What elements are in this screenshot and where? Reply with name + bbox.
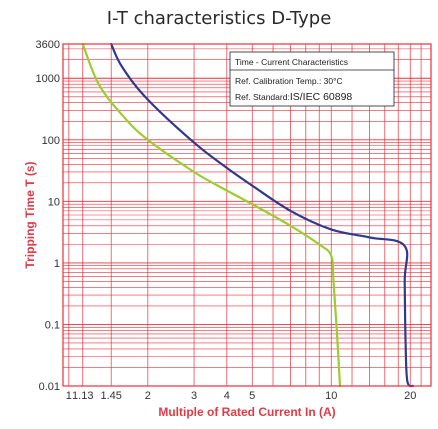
x-tick-label: 4 [224, 390, 230, 402]
x-tick-label: 2 [145, 390, 151, 402]
legend-line-3: Ref. Standard:IS/IEC 60898 [235, 91, 352, 103]
y-tick-label: 0.01 [39, 381, 60, 393]
legend-box: Time - Current Characteristics Ref. Cali… [229, 51, 395, 107]
series-line-2 [110, 42, 415, 388]
x-axis-title: Multiple of Rated Current In (A) [158, 405, 335, 419]
x-tick-label: 1 [66, 390, 72, 402]
chart-title: I-T characteristics D-Type [106, 8, 332, 29]
x-tick-label: 5 [249, 390, 255, 402]
y-axis-title: Tripping Time T (s) [23, 161, 37, 268]
legend-line-1: Time - Current Characteristics [235, 57, 348, 67]
y-tick-label: 0.1 [45, 319, 60, 331]
legend-frame [229, 51, 395, 107]
y-tick-label: 1 [54, 258, 60, 270]
x-tick-label: 10 [325, 390, 337, 402]
x-tick-label: 3 [191, 390, 197, 402]
y-tick-label: 1000 [36, 73, 60, 85]
curves [81, 42, 415, 388]
x-tick-label: 20 [404, 390, 416, 402]
x-tick-label: 1.13 [72, 390, 93, 402]
legend-standard-value: IS/IEC 60898 [290, 91, 353, 103]
y-tick-label: 3600 [36, 39, 60, 51]
series-line-1 [81, 42, 342, 388]
y-tick-label: 100 [42, 135, 60, 147]
plot-frame [62, 43, 432, 387]
legend-standard-label: Ref. Standard: [235, 92, 290, 102]
y-tick-label: 10 [48, 196, 60, 208]
legend-line-2: Ref. Calibration Temp.: 30°C [235, 76, 343, 86]
x-tick-label: 1.45 [100, 390, 121, 402]
